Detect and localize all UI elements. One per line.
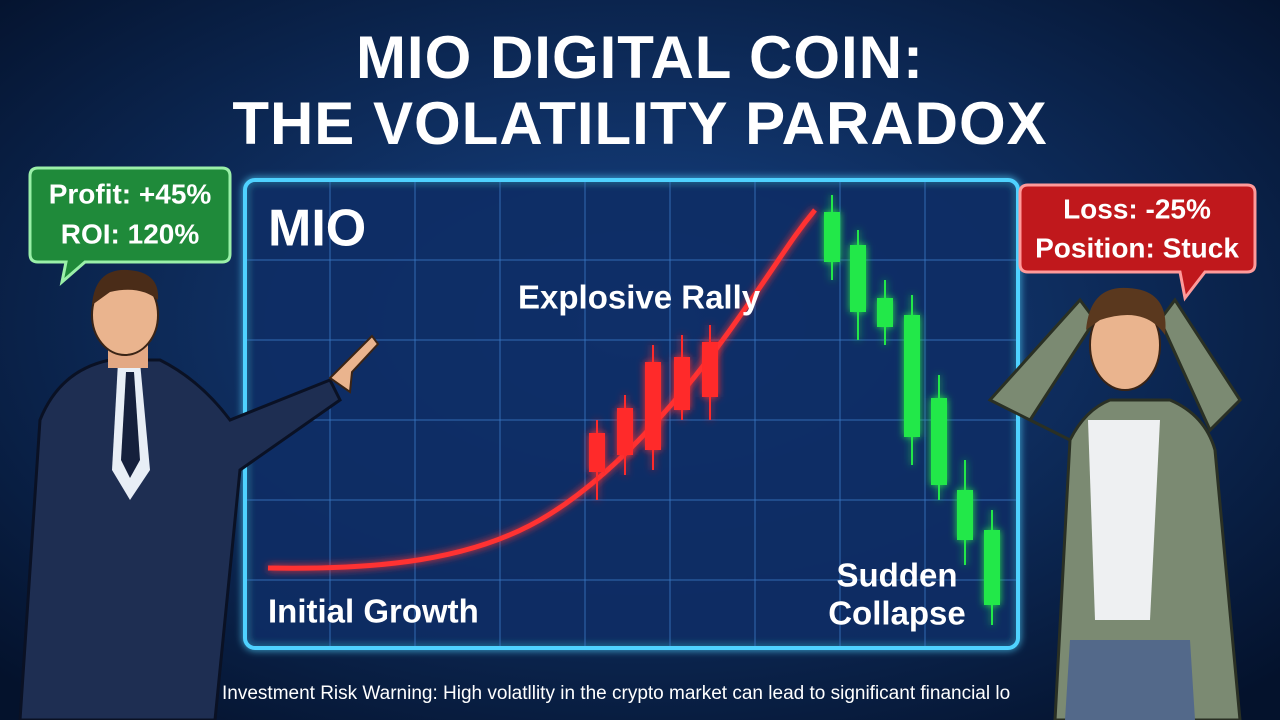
title-line: THE VOLATILITY PARADOX xyxy=(232,90,1047,157)
rally-annotation: Explosive Rally xyxy=(518,279,761,316)
bubble-text: ROI: 120% xyxy=(61,218,200,249)
bubble-text: Loss: -25% xyxy=(1063,193,1211,224)
price-curve xyxy=(267,208,817,571)
loss-bubble: Loss: -25% Position: Stuck xyxy=(1018,183,1257,302)
risk-warning: Investment Risk Warning: High volatllity… xyxy=(222,683,1010,704)
businessman-figure xyxy=(18,269,380,720)
stressed-man-figure xyxy=(987,287,1242,720)
profit-bubble: Profit: +45% ROI: 120% xyxy=(28,166,232,287)
collapse-annotation: Collapse xyxy=(828,595,966,632)
collapse-candles xyxy=(824,195,1000,625)
bubble-text: Profit: +45% xyxy=(49,178,212,209)
rally-candles xyxy=(589,325,718,500)
bubble-text: Position: Stuck xyxy=(1035,232,1239,263)
title-line: MIO DIGITAL COIN: xyxy=(356,24,924,91)
start-annotation: Initial Growth xyxy=(268,593,479,630)
coin-label: MIO xyxy=(268,200,366,258)
collapse-annotation: Sudden xyxy=(837,557,958,594)
